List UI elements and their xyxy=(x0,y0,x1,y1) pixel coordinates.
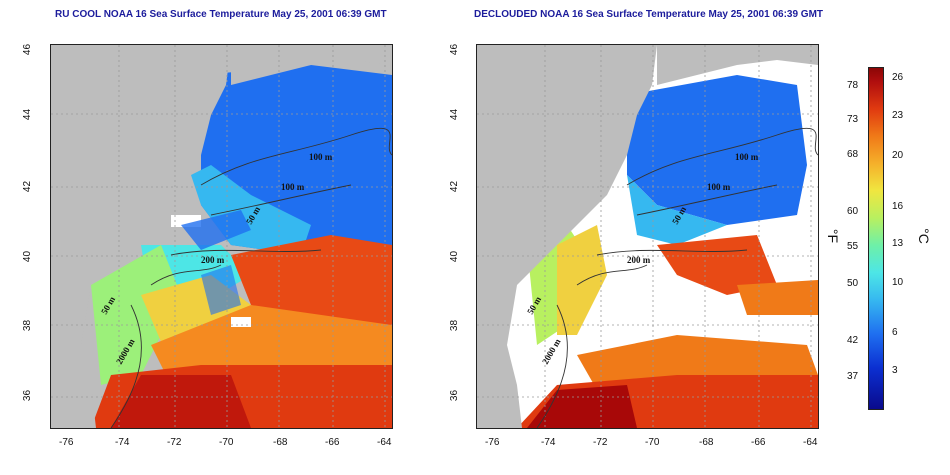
contour-label: 100 m xyxy=(735,152,759,162)
x-tick-right: -76 xyxy=(485,437,500,448)
colorbar-c-tick: 3 xyxy=(892,365,898,376)
sst-map-declouded-graphic: 100 m 100 m 50 m 200 m 50 m 2000 m xyxy=(477,45,818,428)
y-tick-left: 46 xyxy=(22,43,34,56)
colorbar-c-tick: 13 xyxy=(892,238,904,249)
contour-label: 200 m xyxy=(201,255,225,265)
contour-label: 100 m xyxy=(309,152,333,162)
colorbar-f-tick: 37 xyxy=(847,371,859,382)
graticule xyxy=(51,45,392,428)
colorbar-f-tick: 50 xyxy=(847,278,859,289)
coastal-yellow xyxy=(557,225,607,335)
y-tick-right: 38 xyxy=(449,319,461,332)
x-tick-right: -72 xyxy=(593,437,608,448)
noise-blue xyxy=(201,265,241,315)
x-tick-left: -72 xyxy=(167,437,182,448)
graticule xyxy=(477,45,818,428)
gulfstream-warm xyxy=(231,235,392,325)
contour-label: 100 m xyxy=(281,182,305,192)
y-tick-left: 42 xyxy=(22,180,34,193)
x-tick-right: -74 xyxy=(541,437,556,448)
colorbar-f-tick: 60 xyxy=(847,206,859,217)
ocean-north-cyan xyxy=(191,165,311,255)
colorbar-c-tick: 16 xyxy=(892,201,904,212)
y-tick-left: 40 xyxy=(22,250,34,263)
panel-title-left: RU COOL NOAA 16 Sea Surface Temperature … xyxy=(55,9,387,20)
y-tick-right: 46 xyxy=(449,43,461,56)
sst-map-raw-graphic: 100 m 100 m 50 m 200 m 50 m 2000 m xyxy=(51,45,392,428)
ocean-north-cyan xyxy=(627,175,727,245)
x-tick-left: -68 xyxy=(273,437,288,448)
cloud-patch xyxy=(231,317,251,327)
land-north xyxy=(657,45,818,85)
y-tick-right: 42 xyxy=(449,180,461,193)
colorbar-c-tick: 23 xyxy=(892,110,904,121)
colorbar-fahrenheit-unit: °F xyxy=(825,228,842,244)
x-tick-right: -64 xyxy=(803,437,818,448)
colorbar-c-tick: 20 xyxy=(892,150,904,161)
colorbar-f-tick: 73 xyxy=(847,114,859,125)
bathymetry-contours xyxy=(536,127,818,428)
x-tick-left: -74 xyxy=(115,437,130,448)
x-tick-left: -66 xyxy=(325,437,340,448)
south-deep-red xyxy=(111,375,251,428)
ocean-north-cold xyxy=(627,75,807,225)
colorbar-f-tick: 42 xyxy=(847,335,859,346)
y-tick-left: 36 xyxy=(22,389,34,402)
colorbar-celsius-unit: °C xyxy=(915,228,932,244)
panel-title-right: DECLOUDED NOAA 16 Sea Surface Temperatur… xyxy=(474,9,824,20)
x-tick-left: -64 xyxy=(377,437,392,448)
contour-label: 100 m xyxy=(707,182,731,192)
y-tick-left: 44 xyxy=(22,108,34,121)
sst-map-declouded[interactable]: 100 m 100 m 50 m 200 m 50 m 2000 m xyxy=(476,44,819,429)
colorbar-c-tick: 10 xyxy=(892,277,904,288)
colorbar-c-tick: 6 xyxy=(892,327,898,338)
y-tick-right: 40 xyxy=(449,250,461,263)
y-tick-right: 36 xyxy=(449,389,461,402)
land-north xyxy=(231,45,392,85)
land-mass xyxy=(477,45,657,428)
south-deep-red xyxy=(527,385,637,428)
bathymetry-contours xyxy=(110,127,392,428)
x-tick-left: -70 xyxy=(219,437,234,448)
contour-label: 200 m xyxy=(627,255,651,265)
colorbar-f-tick: 55 xyxy=(847,241,859,252)
colorbar-f-tick: 78 xyxy=(847,80,859,91)
x-tick-right: -70 xyxy=(645,437,660,448)
colorbar-f-tick: 68 xyxy=(847,149,859,160)
land-mass xyxy=(51,45,231,428)
colorbar-c-tick: 26 xyxy=(892,72,904,83)
x-tick-right: -66 xyxy=(751,437,766,448)
offshore-warm xyxy=(737,280,818,315)
temperature-colorbar xyxy=(868,67,884,410)
x-tick-right: -68 xyxy=(699,437,714,448)
sst-map-raw[interactable]: 100 m 100 m 50 m 200 m 50 m 2000 m xyxy=(50,44,393,429)
x-tick-left: -76 xyxy=(59,437,74,448)
y-tick-right: 44 xyxy=(449,108,461,121)
noise-blue xyxy=(181,210,251,250)
y-tick-left: 38 xyxy=(22,319,34,332)
